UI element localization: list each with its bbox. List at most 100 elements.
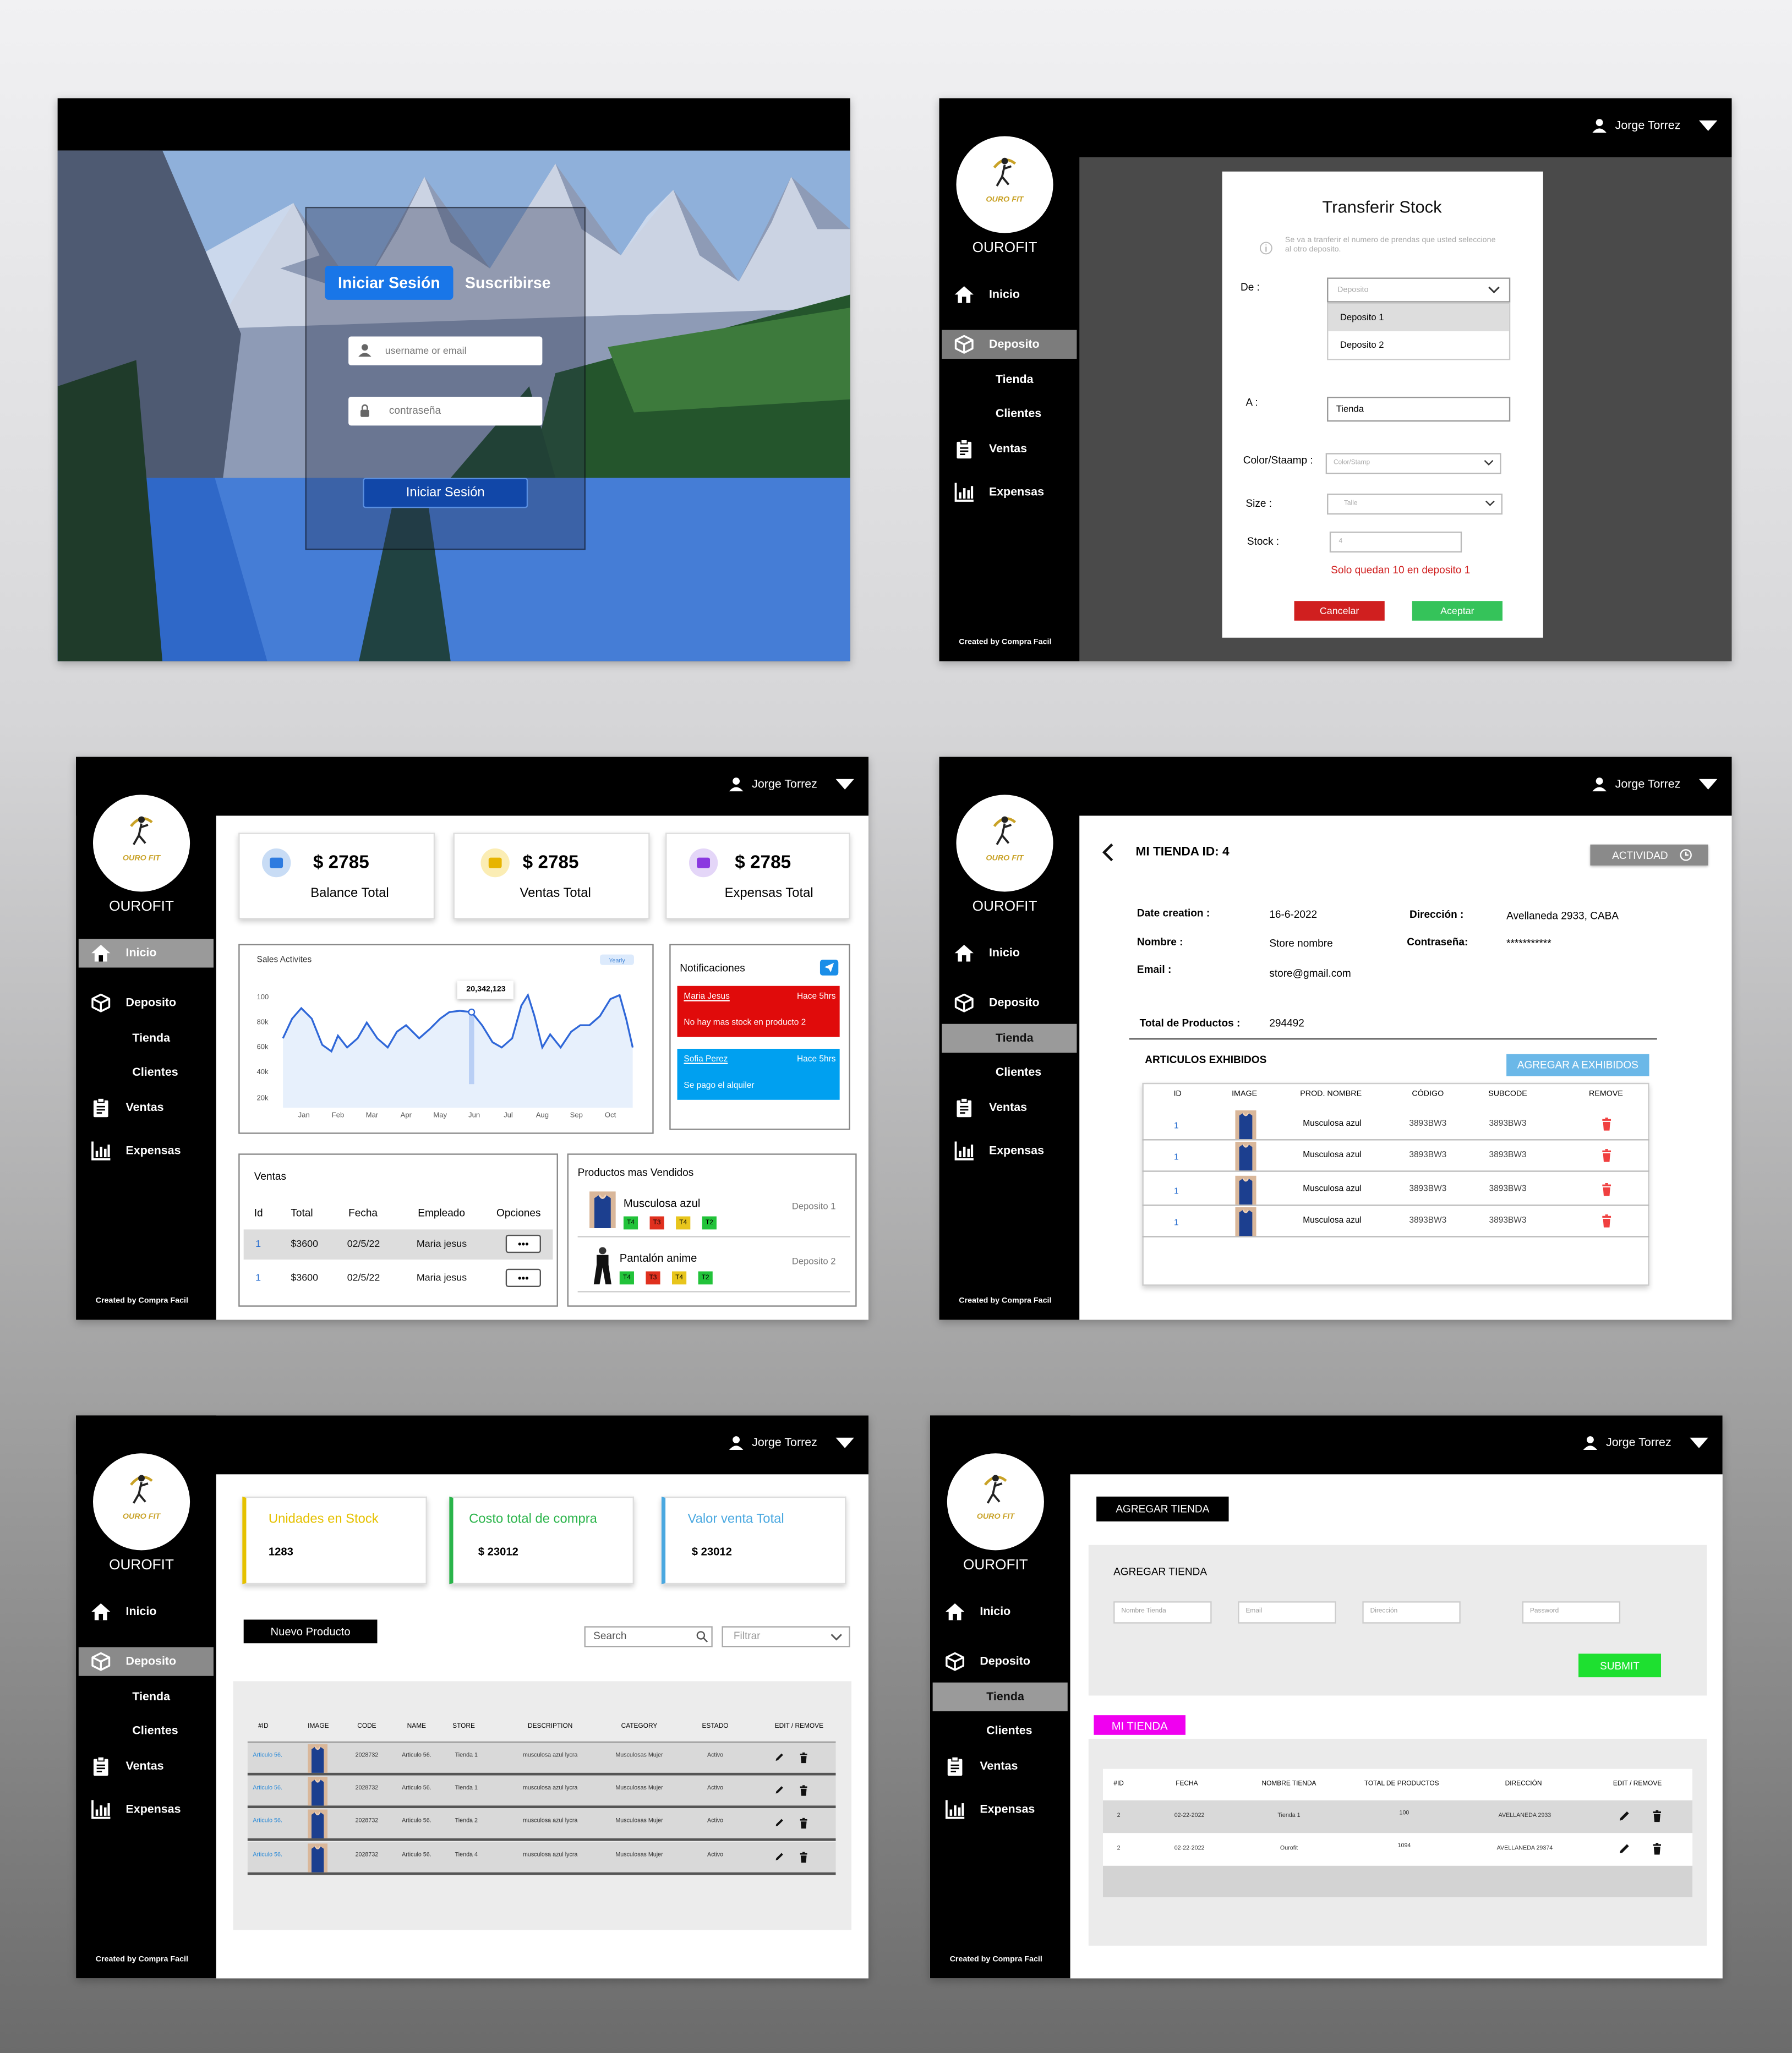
nav-item[interactable]: Clientes xyxy=(132,1065,178,1078)
icon-cube xyxy=(946,1652,965,1671)
size-badge: T4 xyxy=(619,1271,634,1285)
nav-item[interactable]: Expensas xyxy=(988,1143,1045,1157)
nav-item[interactable]: Inicio xyxy=(988,946,1020,959)
input-placeholder: Nombre Tienda xyxy=(1121,1607,1166,1616)
form-input[interactable] xyxy=(1362,1601,1461,1624)
nav-item[interactable]: Deposito xyxy=(125,1654,177,1668)
submit-button[interactable]: SUBMIT xyxy=(1578,1654,1661,1678)
new-product-button[interactable]: Nuevo Producto xyxy=(243,1619,378,1644)
option-hover xyxy=(1328,304,1509,332)
send-icon xyxy=(824,962,834,973)
select[interactable] xyxy=(1327,277,1511,303)
x-label: May xyxy=(433,1112,447,1120)
nav-item[interactable]: Ventas xyxy=(980,1759,1018,1772)
table-row xyxy=(247,1842,836,1875)
filter-select[interactable] xyxy=(722,1626,850,1647)
logo-text: OURO FIT xyxy=(986,196,1024,205)
stat-card xyxy=(449,1496,634,1585)
nav-item[interactable]: Deposito xyxy=(980,1654,1030,1668)
icon-part xyxy=(961,955,966,962)
icon-part xyxy=(96,1105,105,1114)
nav-item[interactable]: Ventas xyxy=(125,1100,164,1114)
table-cell: Musculosa azul xyxy=(1303,1184,1362,1194)
y-label: 40k xyxy=(256,1069,269,1077)
nav-item[interactable]: Clientes xyxy=(995,1065,1042,1078)
total-value: 294492 xyxy=(1269,1017,1304,1030)
icon-part xyxy=(954,1805,957,1816)
cancel-button[interactable]: Cancelar xyxy=(1294,601,1385,621)
nav-item[interactable]: Expensas xyxy=(125,1143,181,1157)
brand: OUROFIT xyxy=(109,1557,174,1573)
nav-item[interactable]: Clientes xyxy=(995,406,1042,420)
logo-figure xyxy=(130,1475,153,1504)
nav-item[interactable]: Tienda xyxy=(132,1689,171,1703)
nav-item[interactable]: Deposito xyxy=(988,995,1040,1009)
add-store-button[interactable]: AGREGAR TIENDA xyxy=(1096,1496,1229,1521)
label: Size : xyxy=(1245,497,1272,510)
nav-item[interactable]: Inicio xyxy=(125,946,157,959)
icon-part xyxy=(1653,1844,1661,1846)
icon-part xyxy=(1484,460,1494,466)
icon-person xyxy=(729,1436,744,1450)
icon-part xyxy=(802,1785,805,1787)
form-input[interactable] xyxy=(1522,1601,1621,1624)
icon-part xyxy=(831,1634,842,1641)
tab-signup[interactable]: Suscribirse xyxy=(465,273,551,292)
icon-part xyxy=(802,1817,805,1819)
chart-filter[interactable]: Yearly xyxy=(600,954,634,965)
nav-item[interactable]: Clientes xyxy=(132,1723,178,1737)
icon-lock xyxy=(360,404,369,417)
icon-part xyxy=(103,1148,107,1158)
icon-trash xyxy=(1602,1214,1611,1228)
table-cell: 3893BW3 xyxy=(1409,1119,1447,1129)
nav-item[interactable]: Expensas xyxy=(988,485,1045,499)
icon-part xyxy=(802,1752,805,1754)
search-input[interactable] xyxy=(584,1626,713,1647)
stat-value: $ 23012 xyxy=(691,1545,732,1558)
add-button[interactable]: AGREGAR A EXHIBIDOS xyxy=(1506,1054,1649,1076)
select[interactable] xyxy=(1325,453,1501,474)
option[interactable]: Deposito 2 xyxy=(1340,341,1384,351)
nav-item[interactable]: Clientes xyxy=(986,1723,1032,1737)
input[interactable] xyxy=(1329,532,1462,553)
icon-part xyxy=(959,492,961,499)
nav-item[interactable]: Tienda xyxy=(995,1031,1034,1044)
table-cell: musculosa azul lycra xyxy=(522,1851,578,1858)
form-input[interactable] xyxy=(1113,1601,1212,1624)
nav-item[interactable]: Ventas xyxy=(988,1100,1028,1114)
nav-item[interactable]: Ventas xyxy=(125,1759,164,1772)
icon-part xyxy=(800,1756,807,1764)
input-placeholder: 4 xyxy=(1338,537,1343,546)
nav-item[interactable]: Deposito xyxy=(125,995,177,1009)
field-value: store@gmail.com xyxy=(1269,967,1351,979)
option[interactable]: Deposito 1 xyxy=(1340,313,1384,323)
table-header: Id xyxy=(254,1207,263,1219)
nav-item[interactable]: Tienda xyxy=(132,1031,171,1044)
nav-item[interactable]: Tienda xyxy=(995,372,1034,386)
tab-login[interactable]: Iniciar Sesión xyxy=(325,266,454,300)
accept-button[interactable]: Aceptar xyxy=(1412,601,1503,621)
options-button[interactable]: ••• xyxy=(505,1268,541,1288)
nav-item[interactable]: Tienda xyxy=(986,1689,1024,1703)
icon-part xyxy=(469,1012,474,1085)
nav-item[interactable]: Expensas xyxy=(980,1802,1035,1816)
select[interactable] xyxy=(1327,494,1503,515)
nav-item[interactable]: Inicio xyxy=(125,1605,157,1618)
nav-item[interactable]: Deposito xyxy=(988,337,1040,351)
input[interactable] xyxy=(1327,396,1511,422)
footer: Created by Compra Facil xyxy=(959,1298,1052,1306)
nav-item[interactable]: Inicio xyxy=(980,1605,1011,1618)
clock-icon xyxy=(1680,849,1692,861)
back-arrow xyxy=(1102,843,1113,862)
username-input[interactable] xyxy=(348,336,543,365)
nav-item[interactable]: Expensas xyxy=(125,1802,181,1816)
password-input[interactable] xyxy=(348,396,543,426)
login-button[interactable]: Iniciar Sesión xyxy=(363,478,528,508)
options-button[interactable]: ••• xyxy=(505,1234,541,1253)
nav-item[interactable]: Inicio xyxy=(988,287,1020,301)
my-store-tag[interactable]: MI TIENDA xyxy=(1094,1715,1185,1735)
form-input[interactable] xyxy=(1238,1601,1336,1624)
field-label: Contraseña: xyxy=(1407,936,1468,948)
nav-item[interactable]: Ventas xyxy=(988,442,1028,455)
icon-part xyxy=(961,297,966,303)
